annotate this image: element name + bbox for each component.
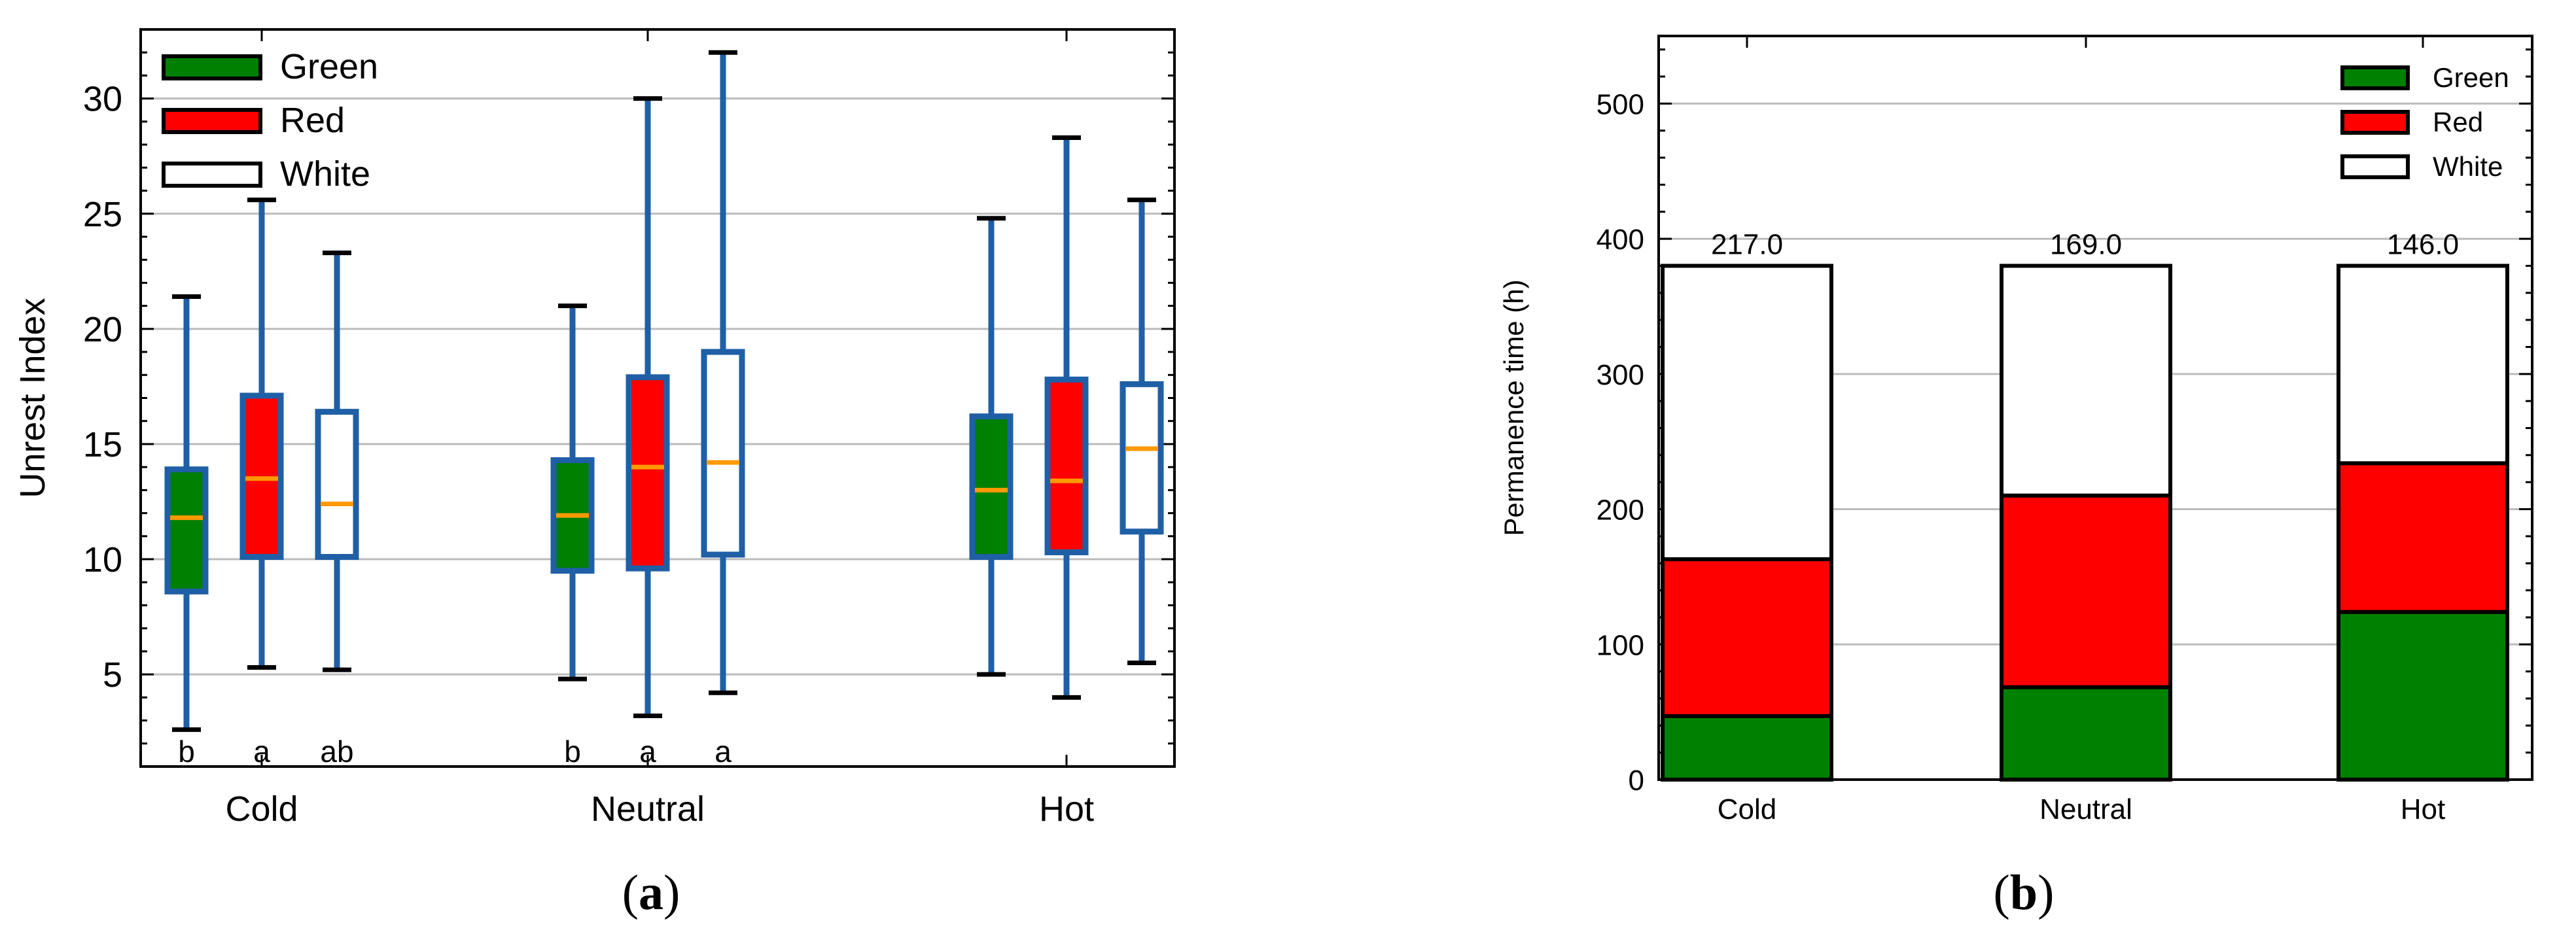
y-tick-label: 200 [1597, 494, 1644, 526]
y-tick-label: 500 [1597, 88, 1644, 120]
legend-swatch-white [162, 162, 262, 188]
x-tick-label-cold: Cold [225, 789, 298, 829]
bar-segment-white-neutral [2000, 264, 2172, 498]
legend-label-red: Red [280, 101, 345, 140]
panel-a-label: (a) [622, 865, 680, 920]
box-green-neutral [550, 303, 595, 682]
box-green-cold [164, 294, 209, 733]
y-tick-label: 25 [83, 195, 122, 234]
box-white-hot [1120, 198, 1164, 666]
legend-swatch-red [162, 108, 262, 134]
y-tick-label: 15 [83, 425, 122, 464]
box-red-cold [239, 198, 284, 670]
legend-swatch-white [2340, 154, 2410, 179]
significance-letter: a [639, 734, 656, 768]
plot-frame [1657, 35, 2533, 781]
y-tick-label: 0 [1629, 765, 1644, 797]
significance-letter: b [564, 734, 581, 768]
significance-letter: a [253, 734, 270, 768]
y-tick-label: 300 [1597, 359, 1644, 391]
box-iqr [239, 392, 284, 561]
panel-b-label: (b) [1994, 865, 2055, 920]
box-red-neutral [626, 96, 670, 719]
box-white-neutral [701, 50, 745, 695]
box-iqr [626, 374, 670, 572]
box-red-hot [1044, 135, 1089, 700]
y-tick-label: 20 [83, 310, 122, 349]
data-label-white-cold: 217.0 [1711, 228, 1783, 260]
box-iqr [315, 409, 359, 561]
x-tick-label-neutral: Neutral [591, 789, 705, 829]
box-iqr [969, 413, 1014, 561]
x-tick-label-neutral: Neutral [2039, 793, 2132, 825]
box-iqr [1120, 381, 1164, 535]
box-iqr [701, 349, 745, 558]
bar-segment-white-hot [2337, 264, 2509, 466]
panel-a-box-plot: 5 10 15 20 25 30 Unrest Index Cold Neutral Hot b b a… [13, 28, 1176, 829]
x-tick-label-hot: Hot [2401, 793, 2445, 825]
box-iqr [1044, 376, 1089, 555]
legend: Green Red White [2340, 62, 2509, 182]
bar-segment-green-cold [1661, 714, 1833, 782]
x-tick-label-hot: Hot [1039, 789, 1094, 829]
bar-segment-red-cold [1661, 557, 1833, 718]
box-green-hot [969, 216, 1014, 677]
data-label-white-neutral: 169.0 [2050, 228, 2122, 260]
y-tick-label: 100 [1597, 629, 1644, 661]
legend: Green Red White [162, 47, 378, 194]
y-tick-label: 10 [83, 540, 122, 579]
y-axis-label: Unrest Index [13, 298, 52, 498]
panel-b-letter: b [2010, 865, 2038, 920]
x-tick-label-cold: Cold [1718, 793, 1777, 825]
legend-label-green: Green [280, 47, 378, 86]
bar-segment-red-neutral [2000, 493, 2172, 689]
y-tick-label: 5 [103, 655, 122, 695]
significance-letter: a [715, 734, 732, 768]
data-label-white-hot: 146.0 [2387, 228, 2459, 260]
legend-label-white: White [280, 154, 370, 194]
bar-segment-red-hot [2337, 461, 2509, 614]
legend-label-green: Green [2433, 62, 2509, 93]
legend-label-white: White [2433, 151, 2503, 182]
significance-letter: ab [320, 734, 353, 768]
significance-letter: b [178, 734, 195, 768]
legend-swatch-green [2340, 65, 2410, 90]
bar-segment-green-neutral [2000, 685, 2172, 782]
plot-frame [139, 28, 1176, 768]
bar-segment-white-cold [1661, 264, 1833, 562]
y-axis-label: Permanence time (h) [1498, 279, 1529, 536]
y-tick-label: 30 [83, 80, 122, 119]
box-white-cold [315, 250, 359, 672]
legend-label-red: Red [2433, 107, 2483, 137]
panel-a-letter: a [639, 865, 663, 920]
legend-swatch-red [2340, 110, 2410, 135]
legend-swatch-green [162, 54, 262, 80]
box-iqr [164, 466, 209, 595]
bar-segment-green-hot [2337, 610, 2509, 782]
y-tick-label: 400 [1597, 224, 1644, 256]
